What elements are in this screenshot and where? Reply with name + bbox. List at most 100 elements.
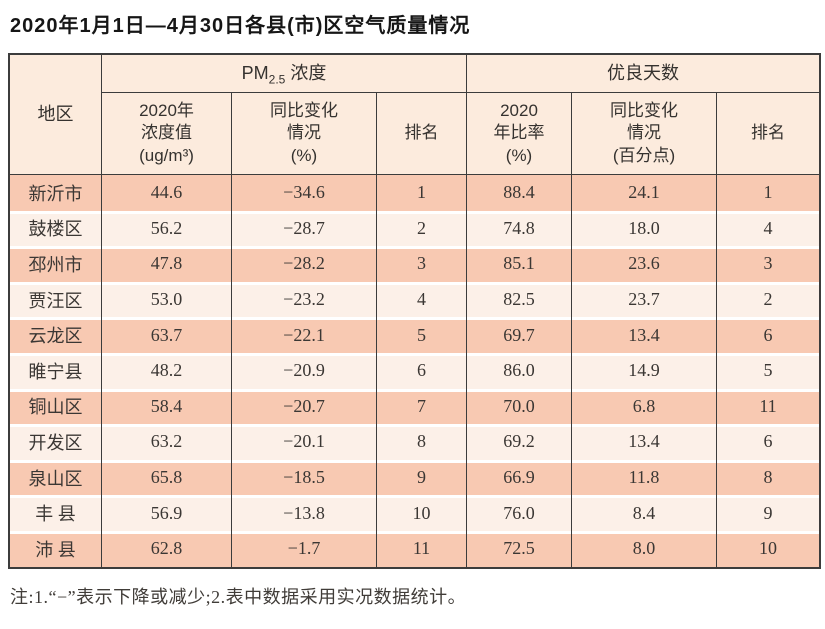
table-row: 新沂市 44.6 −34.6 1 88.4 24.1 1	[10, 175, 820, 211]
air-quality-table: 地区 PM2.5 浓度 优良天数 2020年 浓度值 (ug/m³) 同比变化 …	[8, 53, 822, 569]
pm-change-cell: −28.7	[232, 210, 377, 247]
table-row: 丰 县 56.9 −13.8 10 76.0 8.4 9	[10, 495, 820, 531]
region-cell: 睢宁县	[10, 352, 102, 389]
table-row: 鼓楼区 56.2 −28.7 2 74.8 18.0 4	[10, 210, 820, 247]
pm-rank-cell: 6	[377, 352, 468, 389]
gd-rank-cell: 1	[717, 175, 820, 211]
table-row: 泉山区 65.8 −18.5 9 66.9 11.8 8	[10, 459, 820, 496]
pm-value-cell: 56.9	[102, 495, 232, 531]
table-row: 开发区 63.2 −20.1 8 69.2 13.4 6	[10, 424, 820, 460]
page-title: 2020年1月1日—4月30日各县(市)区空气质量情况	[10, 15, 471, 37]
region-cell: 云龙区	[10, 317, 102, 353]
gd-change-cell: 14.9	[572, 352, 718, 389]
region-cell: 丰 县	[10, 495, 102, 531]
table-row: 铜山区 58.4 −20.7 7 70.0 6.8 11	[10, 388, 820, 425]
pm-value-cell: 65.8	[102, 459, 232, 496]
pm-rank-cell: 8	[377, 424, 468, 460]
pm-rank-cell: 1	[377, 175, 468, 211]
pm-value-cell: 47.8	[102, 246, 232, 282]
gd-change-cell: 24.1	[572, 175, 718, 211]
pm-change-cell: −22.1	[232, 317, 377, 353]
gd-ratio-cell: 82.5	[467, 281, 573, 318]
pm25-label: PM2.5 浓度	[241, 62, 327, 87]
gd-change-cell: 8.4	[572, 495, 718, 531]
pm-value-cell: 63.7	[102, 317, 232, 353]
header-group-pm25: PM2.5 浓度	[102, 55, 468, 93]
pm-rank-cell: 11	[377, 530, 468, 567]
pm-change-cell: −23.2	[232, 281, 377, 318]
pm-change-cell: −13.8	[232, 495, 377, 531]
gd-change-cell: 23.7	[572, 281, 718, 318]
pm-change-cell: −20.9	[232, 352, 377, 389]
header-sub-row: 2020年 浓度值 (ug/m³) 同比变化 情况 (%) 排名 2020 年比…	[10, 93, 820, 175]
gd-rank-cell: 6	[717, 424, 820, 460]
pm-value-cell: 53.0	[102, 281, 232, 318]
gd-ratio-cell: 86.0	[467, 352, 573, 389]
region-cell: 鼓楼区	[10, 210, 102, 247]
gd-change-cell: 13.4	[572, 317, 718, 353]
gd-rank-cell: 6	[717, 317, 820, 353]
gd-rank-cell: 3	[717, 246, 820, 282]
gd-rank-cell: 8	[717, 459, 820, 496]
table-row: 邳州市 47.8 −28.2 3 85.1 23.6 3	[10, 246, 820, 282]
header-region: 地区	[10, 55, 102, 175]
region-cell: 泉山区	[10, 459, 102, 496]
gd-ratio-cell: 69.2	[467, 424, 573, 460]
pm-change-cell: −34.6	[232, 175, 377, 211]
gd-rank-cell: 10	[717, 530, 820, 567]
gd-ratio-cell: 72.5	[467, 530, 573, 567]
pm-rank-cell: 2	[377, 210, 468, 247]
gd-rank-cell: 5	[717, 352, 820, 389]
pm-rank-cell: 10	[377, 495, 468, 531]
header-group-good-days: 优良天数	[467, 55, 820, 93]
gd-change-cell: 13.4	[572, 424, 718, 460]
pm-value-cell: 48.2	[102, 352, 232, 389]
gd-change-cell: 18.0	[572, 210, 718, 247]
gd-rank-cell: 11	[717, 388, 820, 425]
pm-change-cell: −20.7	[232, 388, 377, 425]
gd-ratio-cell: 66.9	[467, 459, 573, 496]
gd-change-cell: 6.8	[572, 388, 718, 425]
pm-value-cell: 56.2	[102, 210, 232, 247]
gd-change-cell: 8.0	[572, 530, 718, 567]
header-pm-rank: 排名	[377, 93, 468, 175]
pm-change-cell: −1.7	[232, 530, 377, 567]
table-row: 睢宁县 48.2 −20.9 6 86.0 14.9 5	[10, 352, 820, 389]
gd-ratio-cell: 69.7	[467, 317, 573, 353]
pm-value-cell: 62.8	[102, 530, 232, 567]
region-cell: 沛 县	[10, 530, 102, 567]
table-row: 云龙区 63.7 −22.1 5 69.7 13.4 6	[10, 317, 820, 353]
pm-rank-cell: 9	[377, 459, 468, 496]
region-cell: 贾汪区	[10, 281, 102, 318]
gd-ratio-cell: 76.0	[467, 495, 573, 531]
region-cell: 开发区	[10, 424, 102, 460]
gd-ratio-cell: 85.1	[467, 246, 573, 282]
gd-rank-cell: 9	[717, 495, 820, 531]
footnote: 注:1.“−”表示下降或减少;2.表中数据采用实况数据统计。	[10, 586, 467, 607]
pm-value-cell: 58.4	[102, 388, 232, 425]
gd-change-cell: 23.6	[572, 246, 718, 282]
pm-value-cell: 44.6	[102, 175, 232, 211]
pm-rank-cell: 4	[377, 281, 468, 318]
header-gd-ratio: 2020 年比率 (%)	[467, 93, 573, 175]
gd-change-cell: 11.8	[572, 459, 718, 496]
gd-rank-cell: 4	[717, 210, 820, 247]
header-pm-change: 同比变化 情况 (%)	[232, 93, 377, 175]
pm-value-cell: 63.2	[102, 424, 232, 460]
pm-rank-cell: 5	[377, 317, 468, 353]
pm-change-cell: −28.2	[232, 246, 377, 282]
table-row: 沛 县 62.8 −1.7 11 72.5 8.0 10	[10, 530, 820, 567]
region-cell: 新沂市	[10, 175, 102, 211]
gd-rank-cell: 2	[717, 281, 820, 318]
gd-ratio-cell: 88.4	[467, 175, 573, 211]
gd-ratio-cell: 70.0	[467, 388, 573, 425]
header-group-row: 地区 PM2.5 浓度 优良天数	[10, 55, 820, 175]
region-cell: 邳州市	[10, 246, 102, 282]
pm-rank-cell: 7	[377, 388, 468, 425]
table-row: 贾汪区 53.0 −23.2 4 82.5 23.7 2	[10, 281, 820, 318]
gd-ratio-cell: 74.8	[467, 210, 573, 247]
pm-rank-cell: 3	[377, 246, 468, 282]
pm-change-cell: −20.1	[232, 424, 377, 460]
header-gd-rank: 排名	[717, 93, 820, 175]
region-cell: 铜山区	[10, 388, 102, 425]
